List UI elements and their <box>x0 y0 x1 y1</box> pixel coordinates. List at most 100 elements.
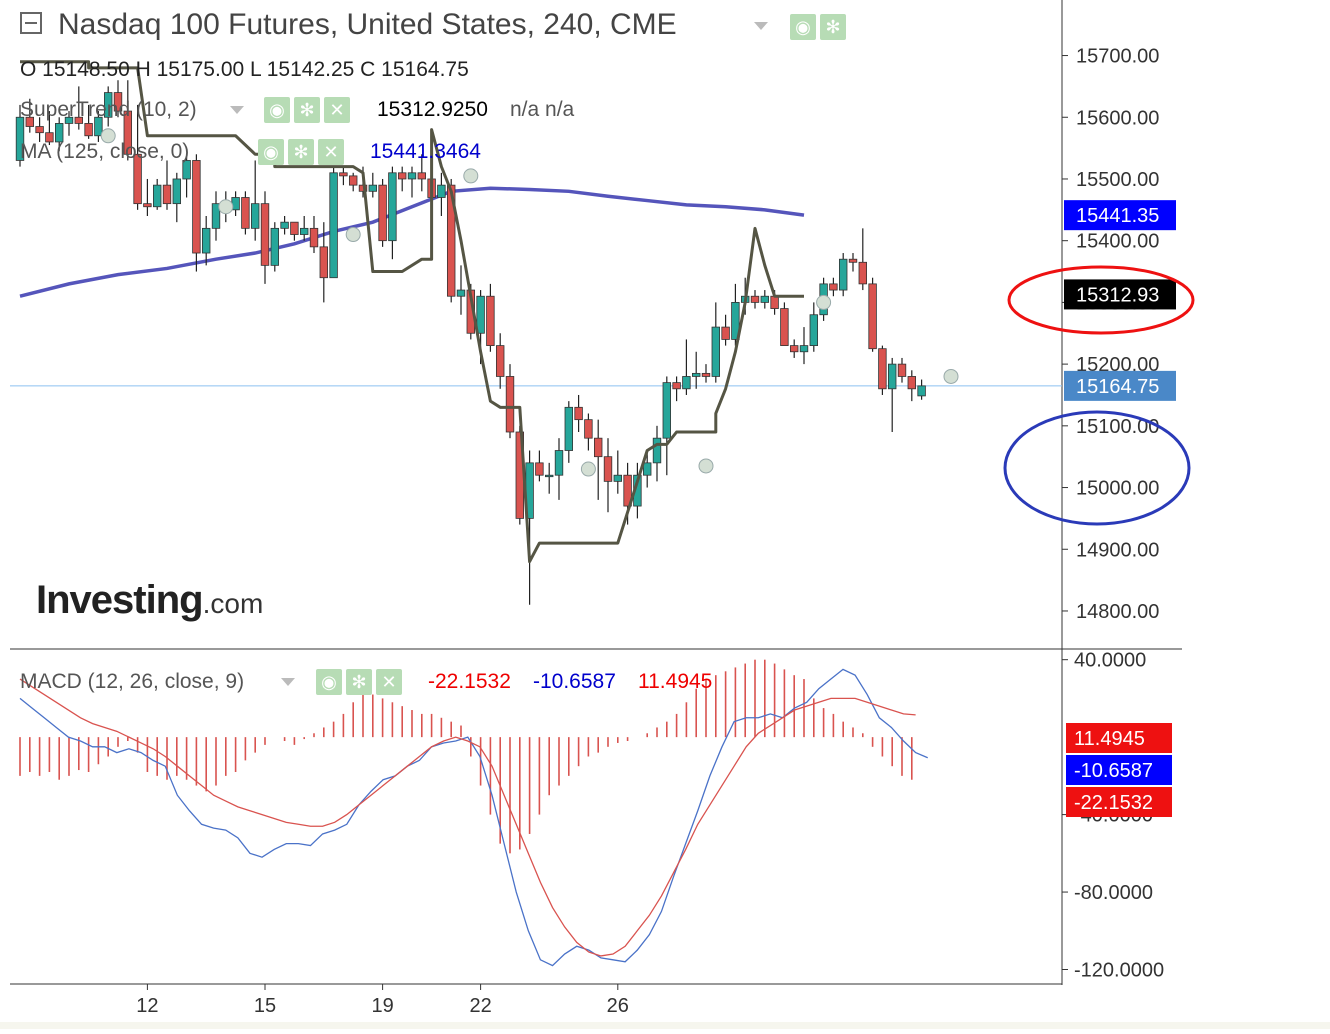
candle-body <box>319 246 328 279</box>
candle-body <box>554 450 564 476</box>
candle-body <box>692 372 701 377</box>
candle-body <box>868 283 877 350</box>
candle-body <box>241 197 250 229</box>
candle-body <box>15 116 25 161</box>
eye-icon[interactable]: ◉ <box>264 97 290 123</box>
candle-body <box>192 160 201 254</box>
candle-body <box>682 376 691 390</box>
supertrend-extra: n/a n/a <box>510 98 575 121</box>
collapse-icon[interactable] <box>20 12 42 34</box>
candle-body <box>104 92 113 118</box>
candle-body <box>378 184 387 242</box>
candle-body <box>152 184 162 208</box>
candle-body <box>564 406 573 451</box>
candle-body <box>613 474 622 482</box>
candle-body <box>94 116 103 137</box>
macd-tick-label: -80.0000 <box>1074 882 1153 904</box>
candle-body <box>760 295 769 303</box>
price-tick-label: 14900.00 <box>1076 539 1159 561</box>
candle-body <box>584 419 593 439</box>
logo-main: Investing <box>36 578 204 622</box>
candle-body <box>809 314 818 347</box>
signal-badge-bg <box>1066 723 1172 753</box>
candle-body <box>545 474 554 478</box>
crossover-marker <box>100 128 116 144</box>
candle-body <box>486 295 495 347</box>
price-pane[interactable] <box>10 60 1062 605</box>
candle-body <box>574 406 583 421</box>
ohlc-readout: O 15148.50 H 15175.00 L 15142.25 C 15164… <box>20 58 469 81</box>
annotations <box>1003 265 1195 526</box>
chevron-down-icon[interactable] <box>230 106 244 114</box>
gear-icon[interactable]: ✻ <box>346 669 372 695</box>
close-icon[interactable]: ✕ <box>324 97 350 123</box>
macd-value-3: 11.4945 <box>638 670 713 693</box>
candle-body <box>143 203 152 208</box>
crossover-marker <box>345 227 361 243</box>
chart-title: Nasdaq 100 Futures, United States, 240, … <box>58 8 677 41</box>
candle-body <box>388 172 397 242</box>
price-badges: 15441.35 15312.93 15164.75 11.4945 -10.6587 -… <box>1064 200 1176 817</box>
eye-icon[interactable]: ◉ <box>258 139 284 165</box>
supertrend-badge-bg <box>1064 279 1176 310</box>
supertrend-value: 15312.9250 <box>377 98 488 121</box>
ma-badge-text: 15441.35 <box>1076 205 1159 227</box>
blue-ellipse-annotation <box>1003 410 1191 526</box>
eye-icon[interactable]: ◉ <box>790 14 816 40</box>
crossover-marker <box>816 294 832 310</box>
chevron-down-icon[interactable] <box>754 22 768 30</box>
price-tick-label: 15700.00 <box>1076 46 1159 68</box>
chevron-down-icon[interactable] <box>281 678 295 686</box>
candle-body <box>505 376 515 433</box>
macd-line <box>19 668 928 967</box>
candle-body <box>897 363 907 377</box>
crossover-marker <box>943 368 959 384</box>
candle-body <box>476 295 485 334</box>
candle-body <box>790 345 799 353</box>
signal-badge-text: 11.4945 <box>1074 728 1145 750</box>
candle-body <box>799 345 809 353</box>
gear-icon[interactable]: ✻ <box>288 139 314 165</box>
title-buttons: ◉ ✻ <box>790 14 846 40</box>
crossover-marker <box>698 458 714 474</box>
date-tick-label: 12 <box>136 995 158 1017</box>
candle-body <box>407 172 417 180</box>
candle-body <box>603 456 613 482</box>
candle-body <box>535 462 544 476</box>
supertrend-buttons: ◉ ✻ ✕ <box>264 97 350 123</box>
ma-badge-bg <box>1064 200 1176 231</box>
close-icon[interactable]: ✕ <box>376 669 402 695</box>
macd-pane[interactable] <box>19 659 928 967</box>
macd-tick-label: 40.0000 <box>1074 650 1146 672</box>
candle-body <box>652 437 662 464</box>
price-badge-text: 15164.75 <box>1076 376 1159 398</box>
candle-body <box>162 184 172 205</box>
macd-value-1: -22.1532 <box>428 670 511 693</box>
gear-icon[interactable]: ✻ <box>820 14 846 40</box>
candle-body <box>701 372 711 377</box>
axis-layer: 15700.0015600.0015500.0015400.0015300.00… <box>136 46 1164 1017</box>
gear-icon[interactable]: ✻ <box>294 97 320 123</box>
candle-body <box>721 326 730 340</box>
candle-body <box>770 295 779 309</box>
candle-body <box>45 132 54 143</box>
candle-body <box>750 295 760 303</box>
candle-body <box>397 172 407 180</box>
ma-value: 15441.3464 <box>370 140 481 163</box>
candle-body <box>446 184 456 297</box>
eye-icon[interactable]: ◉ <box>316 669 342 695</box>
candle-body <box>711 326 720 377</box>
candle-body <box>888 363 897 390</box>
candle-body <box>84 123 93 137</box>
histogram-badge-bg <box>1066 787 1172 817</box>
investing-logo: Investing.com <box>36 578 263 623</box>
candle-body <box>662 382 671 439</box>
crossover-marker <box>580 461 596 477</box>
close-icon[interactable]: ✕ <box>318 139 344 165</box>
candle-body <box>829 283 838 291</box>
candle-body <box>348 175 358 186</box>
date-tick-label: 19 <box>371 995 393 1017</box>
candle-body <box>623 474 632 507</box>
macd-tick-label: -120.0000 <box>1074 960 1164 982</box>
